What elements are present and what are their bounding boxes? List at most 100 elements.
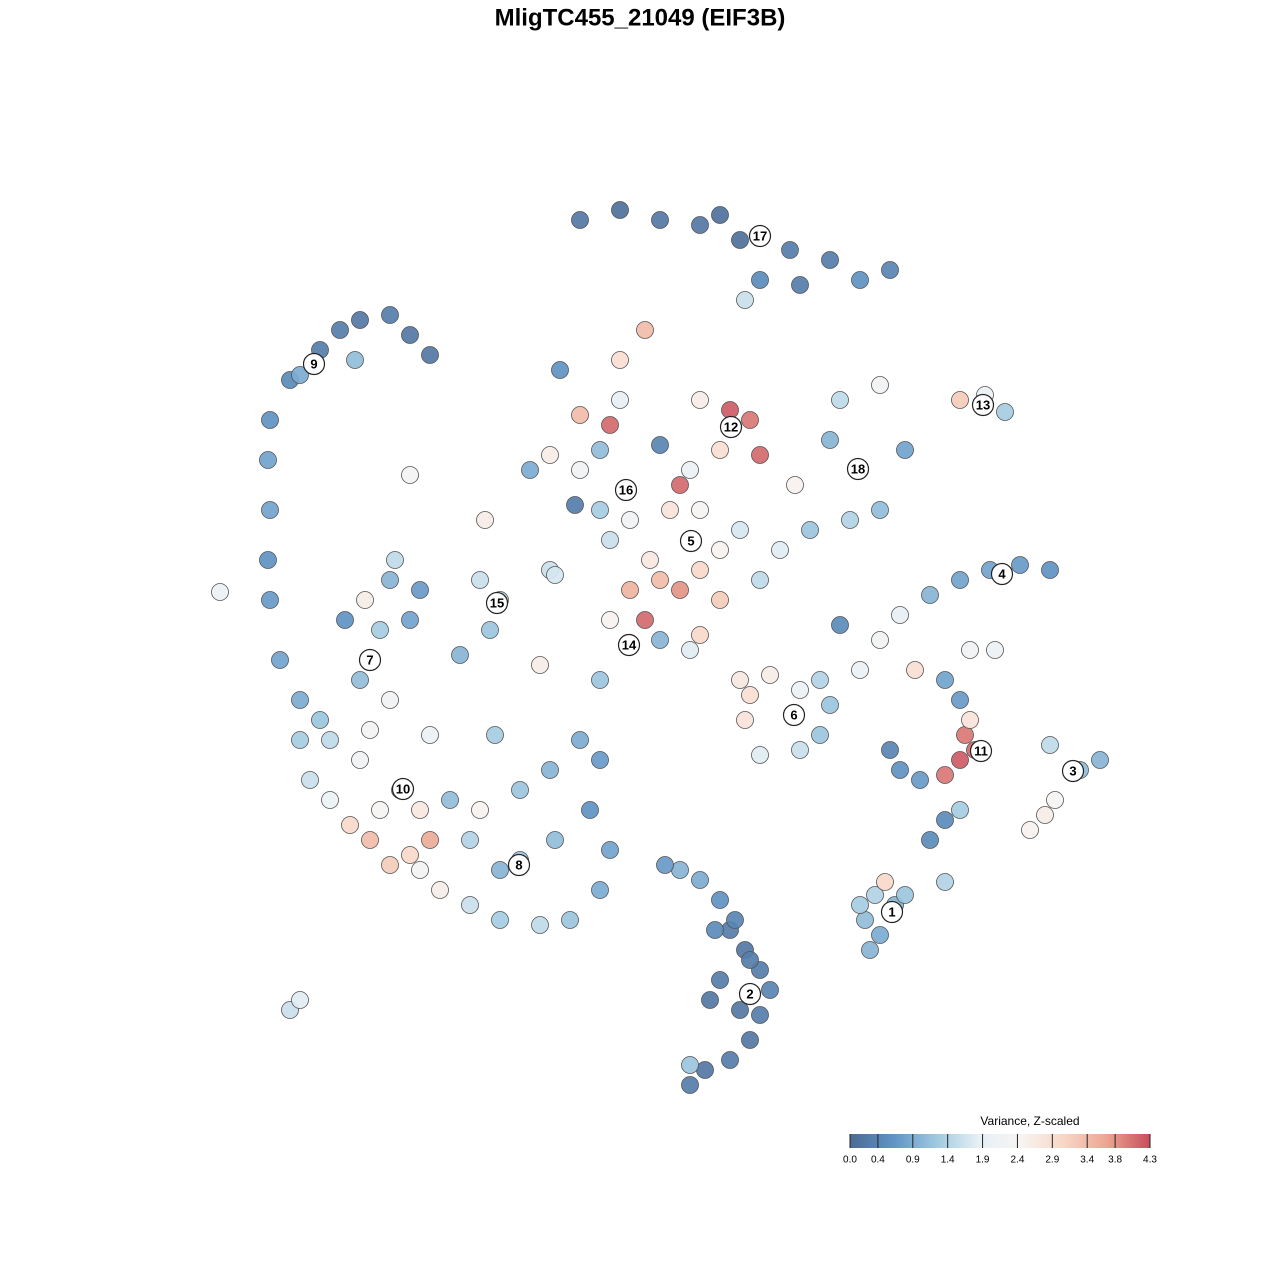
point [591,881,609,899]
point [301,771,319,789]
point [731,671,749,689]
point [291,991,309,1009]
point [821,696,839,714]
cluster-marker [1061,759,1085,783]
point [651,571,669,589]
colorbar-tick-label: 4.3 [1143,1155,1157,1166]
point [711,591,729,609]
point [601,611,619,629]
point [986,641,1004,659]
point [451,646,469,664]
point [1021,821,1039,839]
point [621,581,639,599]
point [591,501,609,519]
point [601,531,619,549]
point [731,1001,749,1019]
point [259,451,277,469]
point [401,611,419,629]
point [381,306,399,324]
point [211,583,229,601]
cluster-marker [679,529,703,553]
point [896,441,914,459]
point [351,311,369,329]
point [691,501,709,519]
point [681,461,699,479]
point [656,856,674,874]
point [571,731,589,749]
point [291,731,309,749]
point [961,641,979,659]
point [751,271,769,289]
point [681,641,699,659]
cluster-marker [846,457,870,481]
point [761,981,779,999]
point [896,886,914,904]
cluster-marker [969,739,993,763]
point [381,856,399,874]
point [721,1051,739,1069]
cluster-marker [719,415,743,439]
point [751,446,769,464]
point [696,1061,714,1079]
point [736,291,754,309]
point [961,711,979,729]
point [641,551,659,569]
point [611,391,629,409]
point [731,521,749,539]
point [571,461,589,479]
point [491,911,509,929]
cluster-marker [617,633,641,657]
cluster-marker [485,591,509,615]
point [411,861,429,879]
point [321,731,339,749]
cluster-label: 8 [515,857,522,872]
point [361,721,379,739]
cluster-marker [748,224,772,248]
point [361,831,379,849]
point [581,801,599,819]
point [996,403,1014,421]
point [541,761,559,779]
point [791,681,809,699]
point [866,886,884,904]
cluster-marker [990,562,1014,586]
point [261,501,279,519]
point [566,496,584,514]
point [751,746,769,764]
point [546,566,564,584]
colorbar [850,1134,1150,1148]
point [951,751,969,769]
point [906,661,924,679]
point [786,476,804,494]
point [291,691,309,709]
point [386,551,404,569]
point [831,616,849,634]
point [346,351,364,369]
point [706,921,724,939]
point [531,916,549,934]
point [371,801,389,819]
point [611,351,629,369]
point [736,711,754,729]
cluster-marker [391,777,415,801]
point [356,591,374,609]
point [636,611,654,629]
point [661,501,679,519]
point [1041,736,1059,754]
point [771,541,789,559]
point [331,321,349,339]
point [471,801,489,819]
point [871,631,889,649]
point [271,651,289,669]
point [711,541,729,559]
point [711,441,729,459]
point [411,801,429,819]
point [691,626,709,644]
point [636,321,654,339]
cluster-label: 7 [366,652,373,667]
point [521,461,539,479]
point [1091,751,1109,769]
point [861,941,879,959]
point [936,671,954,689]
cluster-marker [782,703,806,727]
